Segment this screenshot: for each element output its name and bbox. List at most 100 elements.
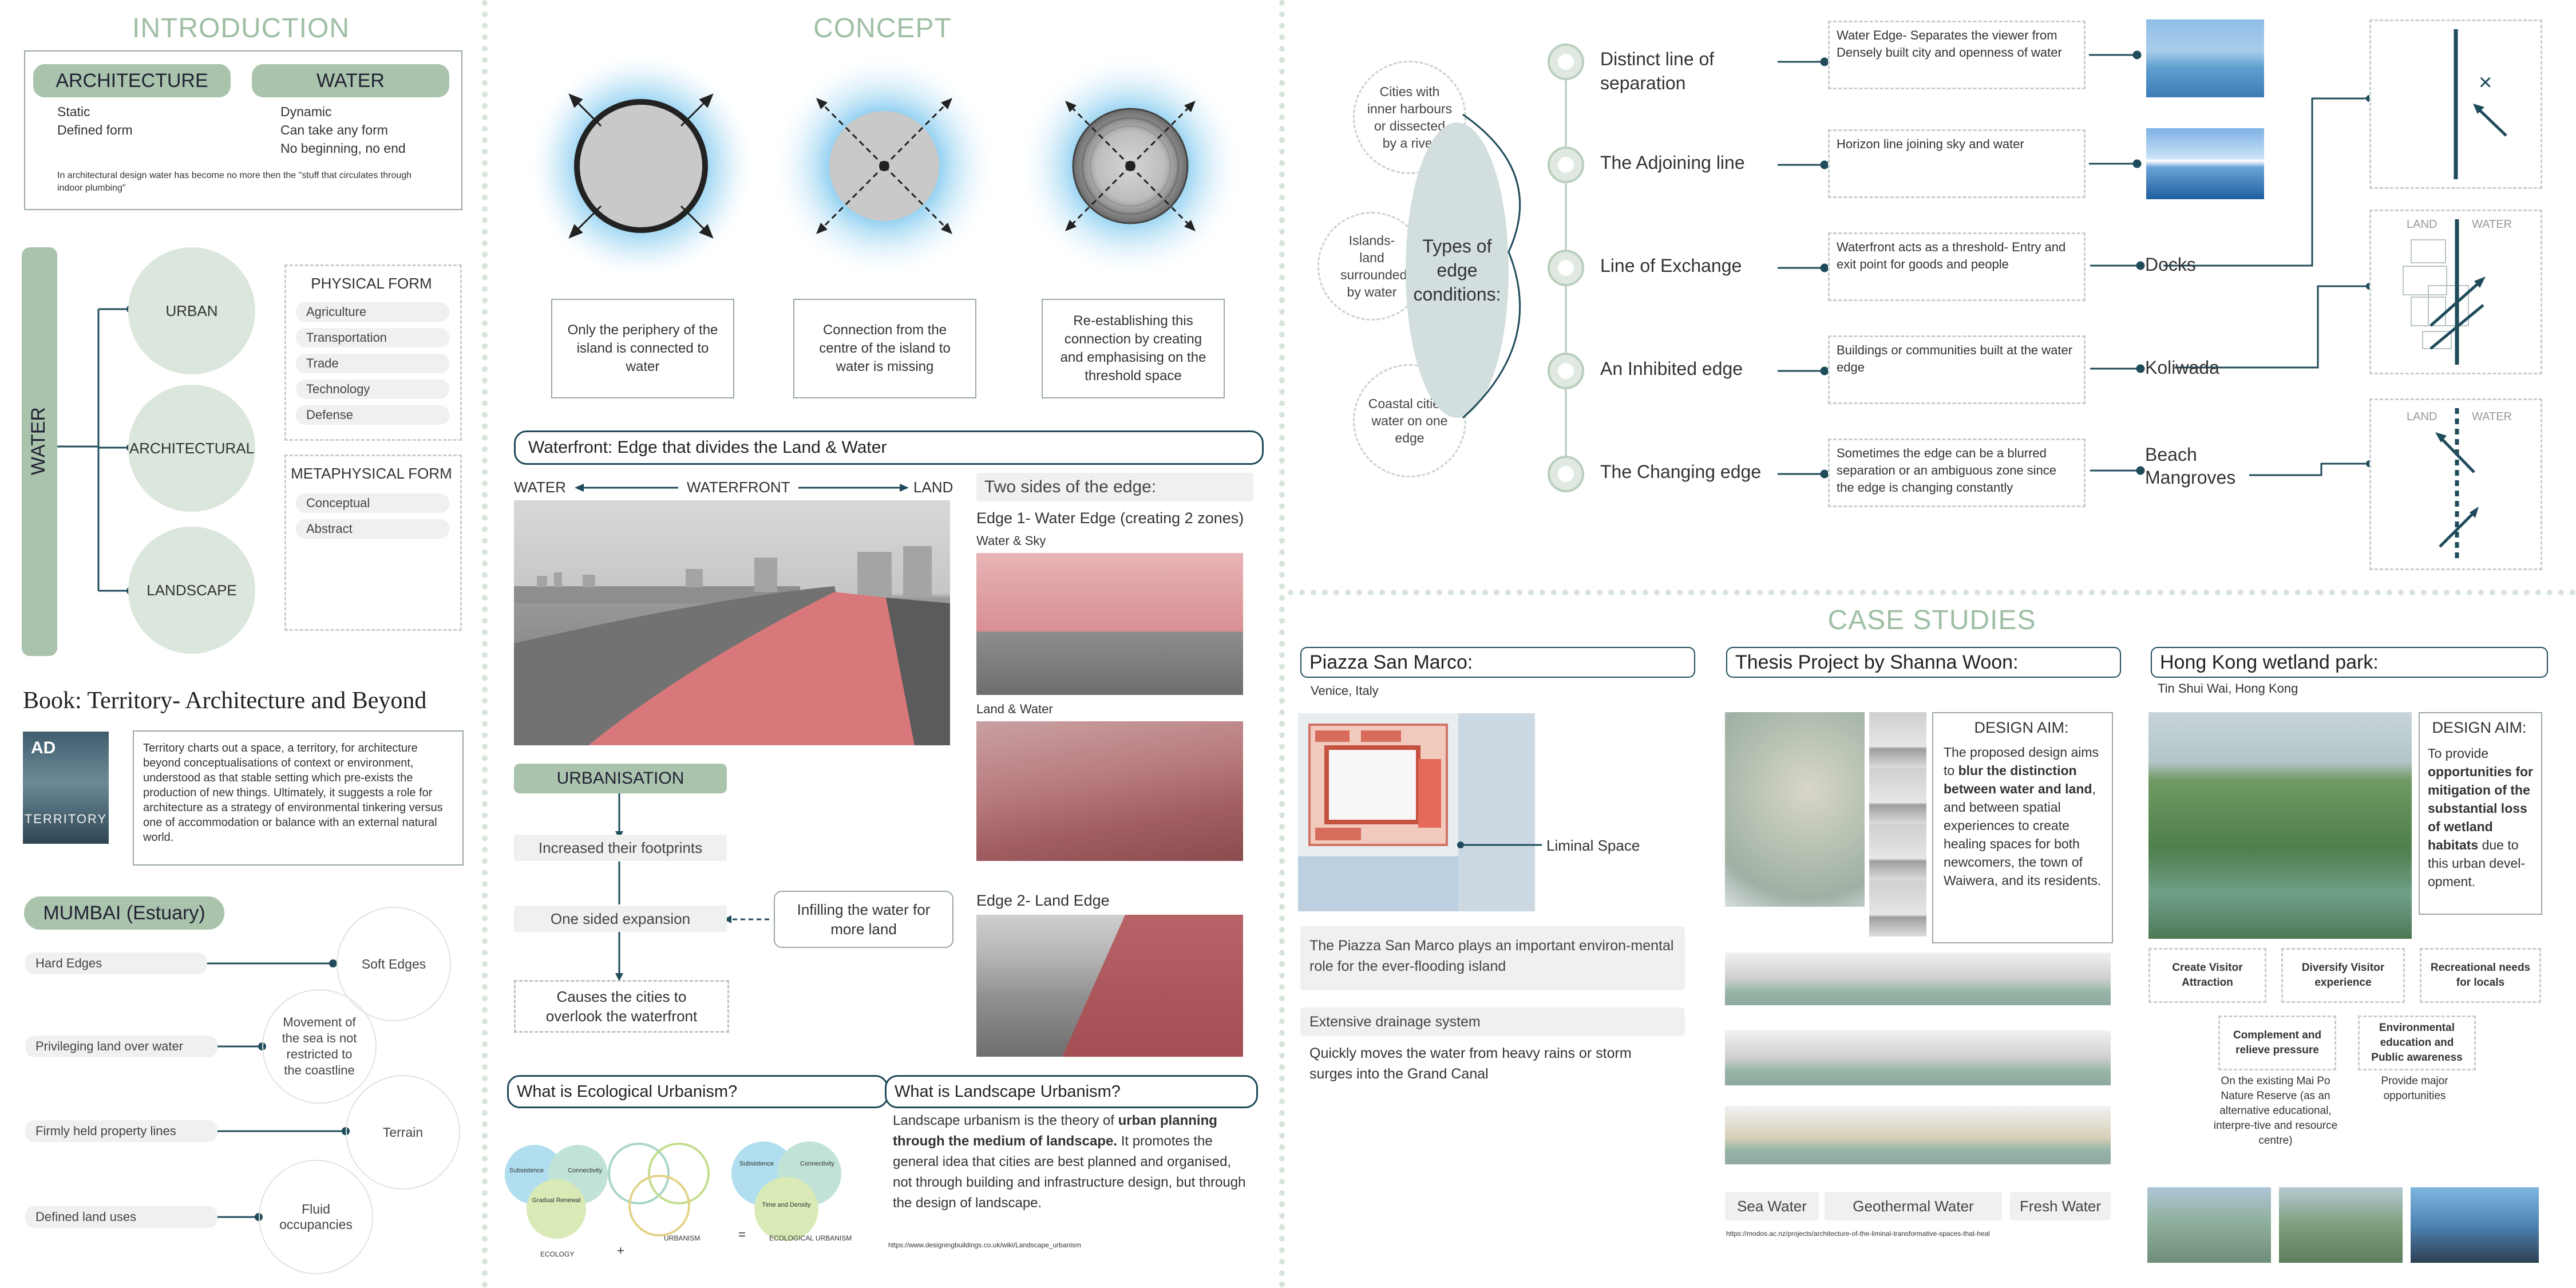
mumbai-land-uses: Defined land uses bbox=[25, 1206, 217, 1228]
urbanism-label: URBANISM bbox=[664, 1234, 701, 1242]
urbanisation-pill: URBANISATION bbox=[514, 764, 727, 793]
divider-right-horizontal bbox=[1288, 590, 2576, 595]
concept-diagram-centre bbox=[770, 52, 999, 280]
architecture-pill: ARCHITECTURE bbox=[33, 64, 231, 97]
piazza-text-1: The Piazza San Marco plays an important … bbox=[1300, 926, 1685, 990]
edge-row-5-desc: Sometimes the edge can be a blurred sepa… bbox=[1828, 438, 2086, 507]
tag-sea-water: Sea Water bbox=[1725, 1192, 1819, 1220]
hongkong-aim-text: To provide opportunities for mitigation … bbox=[2428, 746, 2533, 889]
book-text-box bbox=[133, 730, 464, 866]
piazza-text-2: Extensive drainage system bbox=[1300, 1008, 1685, 1036]
thesis-section-1 bbox=[1725, 953, 2111, 1005]
urbanisation-infilling: Infilling the water for more land bbox=[774, 891, 953, 948]
goal-diversify-experience: Diversify Visitor experience bbox=[2281, 948, 2405, 1003]
diagram-land-label-2: LAND bbox=[2407, 410, 2437, 423]
goal-visitor-attraction: Create Visitor Attraction bbox=[2148, 948, 2266, 1003]
metaphysical-item-conceptual: Conceptual bbox=[296, 493, 449, 513]
intro-note: In architectural design water has become… bbox=[57, 171, 412, 193]
venn-b-label-1: Subsistence bbox=[739, 1160, 774, 1167]
piazza-text-3: Quickly moves the water from heavy rains… bbox=[1309, 1045, 1632, 1082]
hongkong-design-aim-box bbox=[2419, 712, 2542, 915]
goal-recreational-needs: Recreational needs for locals bbox=[2420, 948, 2541, 1003]
edge-row-1-desc: Water Edge- Separates the viewer from De… bbox=[1828, 21, 2086, 89]
wetland-photo-boardwalk bbox=[2147, 1187, 2271, 1263]
thesis-title-box: Thesis Project by Shanna Woon: bbox=[1726, 647, 2121, 678]
bubble-islands: Islands- land surrounded by water bbox=[1317, 212, 1426, 321]
land-water-label: Land & Water bbox=[976, 702, 1053, 716]
mumbai-privileging-land: Privileging land over water bbox=[25, 1036, 217, 1057]
urban-node: URBAN bbox=[128, 247, 255, 374]
axis-water-label: WATER bbox=[514, 479, 566, 496]
two-sides-label: Two sides of the edge: bbox=[976, 473, 1253, 501]
edge-row-4-name: An Inhibited edge bbox=[1600, 358, 1743, 379]
water-sky-label: Water & Sky bbox=[976, 534, 1046, 548]
axis-land-label: LAND bbox=[913, 479, 953, 496]
urbanisation-step-overlook: Causes the cities to overlook the waterf… bbox=[514, 980, 729, 1033]
piazza-map bbox=[1298, 713, 1535, 911]
thesis-aim-text: The proposed design aims to blur the dis… bbox=[1944, 745, 2102, 888]
concept-diagram-threshold bbox=[1016, 52, 1245, 280]
tag-fresh-water: Fresh Water bbox=[2010, 1192, 2111, 1220]
book-cover-title: TERRITORY bbox=[24, 812, 108, 826]
venn-a-label-2: Connectivity bbox=[568, 1167, 602, 1174]
goal-note-opportunities: Provide major opportunities bbox=[2381, 1075, 2448, 1102]
plus-symbol: + bbox=[617, 1243, 624, 1258]
thesis-section-3 bbox=[1725, 1106, 2111, 1164]
water-line-2: Can take any form bbox=[280, 123, 388, 137]
landscape-title-box: What is Landscape Urbanism? bbox=[885, 1075, 1258, 1108]
ecological-venn-diagrams: Gradual Renewal Subsistence Connectivity… bbox=[505, 1141, 841, 1241]
concept-caption-2: Connection from the centre of the island… bbox=[793, 299, 976, 398]
venn-a-label: Gradual Renewal bbox=[532, 1197, 581, 1204]
waterfront-axis-arrows bbox=[575, 484, 909, 492]
thesis-aim-title: DESIGN AIM: bbox=[1974, 719, 2069, 736]
water-line-1: Dynamic bbox=[280, 104, 332, 119]
divider-left bbox=[482, 0, 488, 1288]
edge1-label: Edge 1- Water Edge (creating 2 zones) bbox=[976, 509, 1244, 527]
metaphysical-item-abstract: Abstract bbox=[296, 519, 449, 539]
water-vertical-bar bbox=[22, 247, 57, 656]
book-title: Book: Territory- Architecture and Beyond bbox=[23, 688, 427, 714]
book-cover: AD TERRITORY bbox=[23, 732, 109, 844]
edge-diagram-changing: LAND WATER bbox=[2369, 398, 2542, 570]
venn-b-label-3: Time and Density bbox=[762, 1202, 811, 1208]
edge-row-5-name: The Changing edge bbox=[1600, 461, 1762, 482]
ecological-urbanism-label: ECOLOGICAL URBANISM bbox=[769, 1234, 852, 1242]
tag-docks: Docks bbox=[2145, 254, 2196, 275]
edge2-label: Edge 2- Land Edge bbox=[976, 892, 1110, 909]
svg-text:×: × bbox=[2479, 70, 2492, 95]
edge-row-3-desc: Waterfront acts as a threshold- Entry an… bbox=[1828, 232, 2086, 301]
book-cover-mark: AD bbox=[31, 738, 56, 757]
edge-row-4-desc: Buildings or communities built at the wa… bbox=[1828, 335, 2086, 404]
piazza-location: Venice, Italy bbox=[1311, 683, 1379, 698]
concept-caption-1: Only the periphery of the island is conn… bbox=[551, 299, 734, 398]
urbanisation-step-footprints: Increased their footprints bbox=[514, 835, 727, 861]
edge-row-1-name: Distinct line of separation bbox=[1600, 49, 1715, 93]
city-skyline-photo bbox=[2146, 19, 2264, 97]
wetland-photo-path bbox=[2279, 1187, 2403, 1263]
architectural-node: ARCHITECTURAL bbox=[128, 385, 255, 512]
book-text: Territory charts out a space, a territor… bbox=[143, 742, 443, 844]
physical-item-technology: Technology bbox=[296, 380, 449, 399]
ecological-title-box: What is Ecological Urbanism? bbox=[507, 1075, 888, 1108]
mumbai-hard-edges: Hard Edges bbox=[25, 953, 207, 974]
divider-middle bbox=[1279, 0, 1285, 1288]
land-edge-photo bbox=[976, 915, 1243, 1057]
edge-diagram-separation: × bbox=[2369, 19, 2542, 189]
diagram-water-label-2: WATER bbox=[2472, 410, 2512, 423]
tag-koliwada: Koliwada bbox=[2145, 357, 2219, 378]
venn-a-label-1: Subsistence bbox=[509, 1167, 544, 1174]
concept-caption-3: Re-establishing this connection by creat… bbox=[1042, 299, 1225, 398]
thesis-design-aim-box bbox=[1932, 712, 2113, 943]
goal-environmental-education: Environmental education and Public aware… bbox=[2358, 1016, 2476, 1070]
edge-row-2-name: The Adjoining line bbox=[1600, 152, 1745, 173]
diagram-land-label-1: LAND bbox=[2407, 218, 2437, 231]
hongkong-aim-title: DESIGN AIM: bbox=[2432, 719, 2527, 736]
thesis-site-plan bbox=[1725, 712, 1865, 907]
horizon-photo bbox=[2146, 128, 2264, 199]
mumbai-pill: MUMBAI (Estuary) bbox=[24, 896, 224, 930]
thesis-detail-strip bbox=[1869, 712, 1926, 937]
mumbai-fluid-occupancies: Fluid occupancies bbox=[259, 1160, 373, 1274]
waterfront-title-box: Waterfront: Edge that divides the Land &… bbox=[514, 430, 1264, 465]
ecology-label: ECOLOGY bbox=[540, 1250, 575, 1258]
